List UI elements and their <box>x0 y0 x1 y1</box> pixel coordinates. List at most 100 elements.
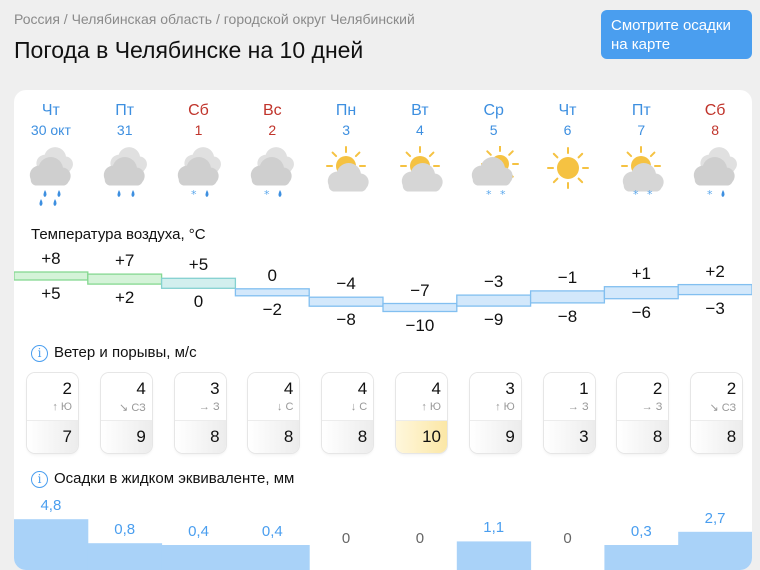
day-of-week: Пт <box>115 102 135 119</box>
temperature-min: −10 <box>405 315 435 335</box>
wind-direction: ↑ Ю <box>495 401 515 413</box>
precip-map-button[interactable]: Смотрите осадки на карте <box>601 10 752 59</box>
day-date: 3 <box>342 122 350 138</box>
precip-value: 0,4 <box>261 523 283 540</box>
wind-card[interactable]: 4 ↓ С 8 <box>322 373 374 453</box>
wind-card[interactable]: 4 ↓ С 8 <box>248 373 300 453</box>
day-of-week: Вс <box>262 102 282 119</box>
day-date: 6 <box>563 122 572 138</box>
wind-direction: ↓ С <box>276 401 294 413</box>
precip-bar <box>14 519 89 570</box>
wind-gust: 9 <box>469 421 521 453</box>
precip-bar <box>678 531 752 570</box>
wind-speed: 4 <box>283 379 294 398</box>
temperature-max: +1 <box>631 263 651 283</box>
weather-icon <box>392 146 448 208</box>
info-icon[interactable]: i <box>31 344 48 362</box>
wind-gust: 9 <box>100 421 152 453</box>
day-of-week: Сб <box>704 102 726 119</box>
day-of-week: Пт <box>631 102 651 119</box>
wind-direction: ↑ Ю <box>52 401 72 413</box>
weather-icon <box>97 146 153 208</box>
temperature-band <box>456 294 532 307</box>
day-date: 2 <box>268 122 277 138</box>
temperature-band <box>529 290 606 304</box>
svg-text:*: * <box>500 188 506 201</box>
wind-gust: 10 <box>396 421 447 453</box>
wind-gust: 7 <box>27 421 78 453</box>
precip-value: 0,8 <box>114 521 136 539</box>
wind-speed: 2 <box>652 379 663 398</box>
temperature-chart <box>14 271 752 313</box>
weather-icon: * * <box>613 146 669 208</box>
page-title: Погода в Челябинске на 10 дней <box>14 37 364 63</box>
temperature-band <box>308 296 384 307</box>
wind-direction: → З <box>567 401 589 413</box>
temperature-min: −6 <box>631 302 651 322</box>
wind-speed: 1 <box>579 379 589 398</box>
wind-card[interactable]: 2 ↘ СЗ 8 <box>691 373 743 453</box>
day-date: 5 <box>489 122 498 138</box>
day-date: 30 окт <box>30 122 71 138</box>
day-date: 7 <box>637 122 646 138</box>
temperature-band <box>234 288 310 297</box>
wind-card[interactable]: 3 → З 8 <box>174 373 226 453</box>
breadcrumb[interactable]: Россия / Челябинская область / городской… <box>14 11 415 27</box>
wind-card[interactable]: 1 → З 3 <box>543 373 595 453</box>
precip-bar <box>161 545 236 570</box>
precip-value: 4,8 <box>40 497 62 515</box>
svg-text:*: * <box>633 188 639 201</box>
precip-value: 1,1 <box>483 519 505 537</box>
temperature-heading: Температура воздуха, °C <box>31 226 206 244</box>
temperature-min: −2 <box>262 299 282 319</box>
temperature-max: −4 <box>336 274 356 294</box>
day-of-week: Ср <box>483 102 504 119</box>
day-of-week: Сб <box>188 102 209 119</box>
wind-card[interactable]: 2 ↑ Ю 7 <box>27 373 78 453</box>
temperature-band <box>160 277 237 289</box>
wind-card[interactable]: 4 ↘ СЗ 9 <box>100 373 152 453</box>
wind-gust: 8 <box>248 421 300 453</box>
precip-value: 0 <box>341 530 351 547</box>
wind-gust: 3 <box>543 421 595 453</box>
day-of-week: Чт <box>41 102 60 119</box>
precip-value: 2,7 <box>704 509 726 527</box>
temperature-heading-label: Температура воздуха, °C <box>31 226 206 243</box>
wind-speed: 4 <box>357 379 368 398</box>
wind-speed: 3 <box>210 379 220 398</box>
forecast-card: Чт 30 окт Пт 31 Сб 1 * Вс 2 * Пн 3 Вт 4 Ср… <box>14 90 752 570</box>
temperature-band <box>603 286 679 300</box>
info-icon[interactable]: i <box>31 470 48 488</box>
temperature-min: −9 <box>484 310 504 330</box>
wind-direction: ↘ СЗ <box>709 402 737 414</box>
wind-speed: 2 <box>62 379 72 398</box>
wind-gust: 8 <box>322 421 374 453</box>
svg-text:*: * <box>486 188 492 201</box>
svg-text:*: * <box>191 188 197 201</box>
wind-gust: 8 <box>617 421 669 453</box>
weather-icon: * <box>244 146 300 208</box>
precip-value: 0 <box>415 530 425 547</box>
wind-card[interactable]: 2 → З 8 <box>617 373 669 453</box>
temperature-max: +5 <box>188 255 209 275</box>
temperature-min: −3 <box>705 298 725 318</box>
precip-bar <box>456 541 532 570</box>
weather-icon <box>23 146 79 208</box>
precip-bar <box>235 545 310 570</box>
wind-gust: 8 <box>691 421 743 453</box>
weather-icon <box>318 146 374 208</box>
temperature-max: −1 <box>557 267 578 287</box>
wind-card[interactable]: 3 ↑ Ю 9 <box>469 373 521 453</box>
weather-icon: * * <box>466 146 522 208</box>
wind-speed: 4 <box>136 379 146 398</box>
day-date: 8 <box>711 122 719 138</box>
wind-card[interactable]: 4 ↑ Ю 10 <box>396 373 447 453</box>
weather-icon: * <box>171 146 227 208</box>
wind-direction: ↘ СЗ <box>119 402 146 414</box>
precip-bar <box>87 543 163 570</box>
wind-heading-label: Ветер и порывы, м/с <box>54 344 197 361</box>
day-date: 31 <box>116 122 133 138</box>
precip-heading: i Осадки в жидком эквиваленте, мм <box>31 470 294 488</box>
temperature-min: −8 <box>557 306 578 326</box>
svg-text:*: * <box>647 188 653 201</box>
